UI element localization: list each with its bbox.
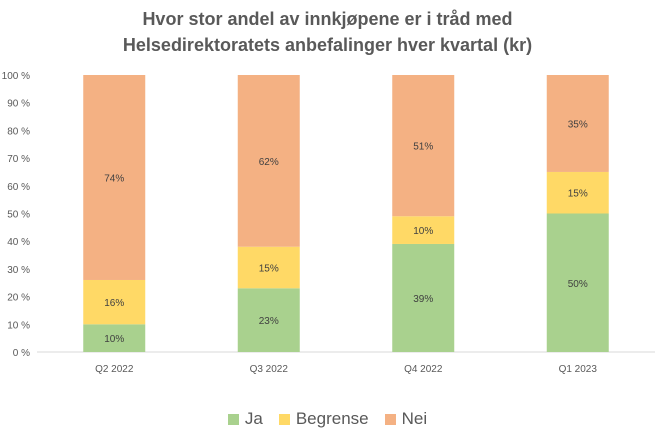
chart-title-line-1: Hvor stor andel av innkjøpene er i tråd …: [142, 9, 513, 29]
y-tick-label: 40 %: [7, 237, 30, 248]
data-label: 10%: [413, 226, 433, 237]
bar-segment-nei: [237, 75, 300, 247]
y-tick-label: 80 %: [7, 126, 30, 137]
y-tick-label: 90 %: [7, 99, 30, 110]
bar-segment-begrense: [392, 216, 455, 244]
bar-segment-ja: [392, 243, 455, 352]
y-tick-label: 50 %: [7, 210, 30, 221]
data-label: 51%: [413, 142, 433, 153]
data-label: 39%: [413, 294, 433, 305]
data-label: 35%: [568, 119, 588, 130]
y-tick-label: 70 %: [7, 154, 30, 165]
bar-segment-ja: [83, 324, 146, 352]
legend-item-begrense: Begrense: [278, 409, 369, 429]
legend-label-nei: Nei: [401, 409, 428, 428]
data-label: 23%: [259, 316, 279, 327]
x-tick-label: Q2 2022: [95, 364, 134, 375]
x-tick-label: Q4 2022: [404, 364, 443, 375]
bar-segment-nei: [546, 75, 609, 172]
legend-swatch-ja: [227, 413, 239, 425]
bar-segment-nei: [83, 75, 146, 280]
bar-segment-begrense: [83, 279, 146, 325]
bar-segment-nei: [392, 75, 455, 217]
y-tick-label: 10 %: [7, 320, 30, 331]
y-tick-label: 100 %: [2, 71, 30, 82]
y-tick-label: 20 %: [7, 293, 30, 304]
legend-swatch-begrense: [278, 413, 290, 425]
data-label: 16%: [104, 298, 124, 309]
bar-segment-ja: [546, 213, 609, 352]
data-label: 50%: [568, 279, 588, 290]
data-label: 62%: [259, 157, 279, 168]
x-tick-label: Q1 2023: [559, 364, 598, 375]
bar-segment-begrense: [546, 171, 609, 214]
legend-label-begrense: Begrense: [295, 409, 369, 428]
x-tick-label: Q3 2022: [250, 364, 289, 375]
bar-segment-ja: [237, 288, 300, 352]
data-label: 10%: [104, 334, 124, 345]
y-tick-label: 0 %: [13, 348, 30, 359]
legend-item-nei: Nei: [384, 409, 428, 429]
data-label: 15%: [568, 189, 588, 200]
legend-item-ja: Ja: [227, 409, 263, 429]
y-tick-label: 30 %: [7, 265, 30, 276]
y-tick-label: 60 %: [7, 182, 30, 193]
plot-area: 0 % 10 % 20 % 30 % 40 % 50 % 60 % 70 % 80 % 90 % 1…: [2, 71, 655, 375]
legend-swatch-nei: [384, 413, 396, 425]
chart-title-line-2: Helsedirektoratets anbefalinger hver kva…: [122, 35, 533, 55]
legend: Ja Begrense Nei: [0, 409, 655, 429]
data-label: 15%: [259, 264, 279, 275]
legend-label-ja: Ja: [244, 409, 263, 428]
data-label: 74%: [104, 173, 124, 184]
bar-segment-begrense: [237, 246, 300, 289]
